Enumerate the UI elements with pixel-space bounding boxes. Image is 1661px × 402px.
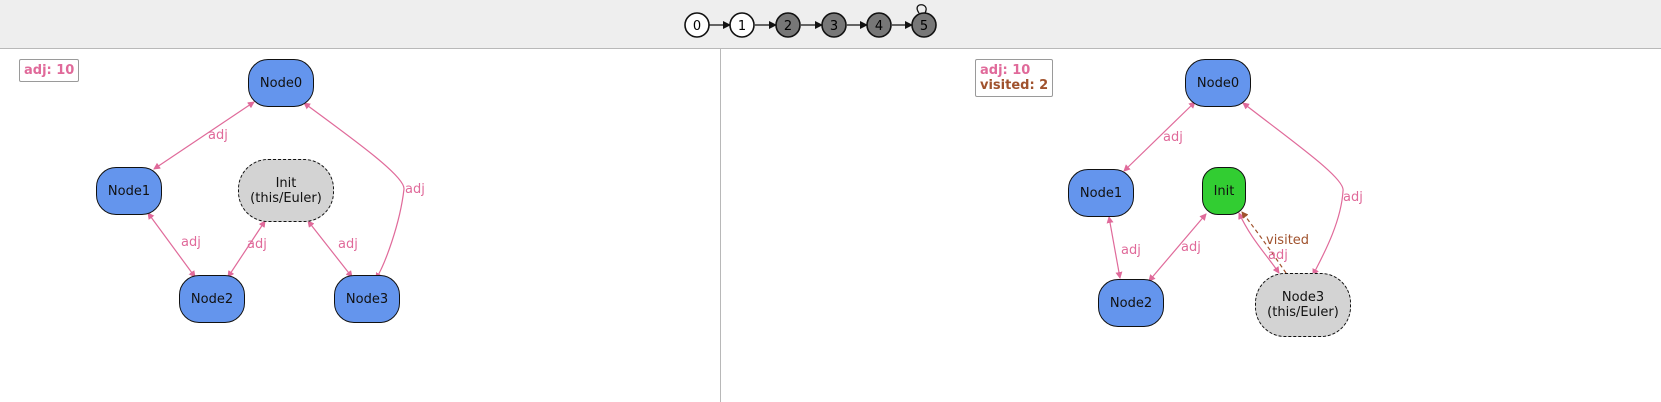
edge-init-node3 (1238, 212, 1280, 274)
right-node3[interactable]: Node3 (this/Euler) (1255, 273, 1351, 337)
left-graph-panel: adj adj adj adj adj adj: 10 Node0 Node1 … (0, 49, 720, 402)
edge-label-node0-node1: adj (208, 128, 228, 143)
edge-label-init-node2: adj (1181, 240, 1201, 255)
left-node3[interactable]: Node3 (334, 275, 400, 323)
timeline-step-3[interactable]: 3 (821, 12, 847, 38)
left-node0[interactable]: Node0 (248, 59, 314, 107)
edge-node0-node3 (1242, 102, 1344, 276)
panel-divider (720, 49, 721, 402)
right-node3-label: Node3 (this/Euler) (1267, 290, 1339, 320)
right-legend-visited: visited: 2 (980, 78, 1049, 93)
edge-label-node1-node2: adj (1121, 243, 1141, 258)
timeline-step-1[interactable]: 1 (729, 12, 755, 38)
left-node2-label: Node2 (190, 291, 234, 307)
edge-label-node0-node3: adj (405, 182, 425, 197)
timeline-step-1-label: 1 (738, 19, 746, 34)
edge-node1-node2 (147, 212, 196, 278)
self-loop-icon (916, 4, 927, 14)
right-node2[interactable]: Node2 (1098, 279, 1164, 327)
edge-node0-node3 (303, 102, 405, 280)
edge-init-node2 (227, 220, 266, 278)
timeline-step-4-label: 4 (875, 19, 883, 34)
right-init-label: Init (1213, 183, 1235, 199)
right-legend: adj: 10 visited: 2 (975, 59, 1054, 97)
left-node1-label: Node1 (107, 183, 151, 199)
right-init-node[interactable]: Init (1202, 167, 1246, 215)
timeline-step-5[interactable]: 5 (911, 4, 937, 38)
right-node0-label: Node0 (1196, 75, 1240, 91)
right-node1[interactable]: Node1 (1068, 169, 1134, 217)
right-node1-label: Node1 (1079, 185, 1123, 201)
edge-init-node3 (307, 220, 353, 278)
right-node0[interactable]: Node0 (1185, 59, 1251, 107)
timeline: 0 1 2 3 4 5 (684, 4, 937, 38)
edge-label-node1-node2: adj (181, 235, 201, 250)
timeline-step-0-label: 0 (693, 19, 701, 34)
left-legend-adj: adj: 10 (24, 63, 75, 78)
left-node1[interactable]: Node1 (96, 167, 162, 215)
right-node2-label: Node2 (1109, 295, 1153, 311)
edge-label-init-node2: adj (247, 237, 267, 252)
edge-label-node3-init-visited: visited (1266, 233, 1309, 248)
timeline-step-0[interactable]: 0 (684, 12, 710, 38)
timeline-bar: 0 1 2 3 4 5 (0, 0, 1661, 49)
left-init-node[interactable]: Init (this/Euler) (238, 159, 334, 222)
edge-label-node0-node3: adj (1343, 190, 1363, 205)
left-edges: adj adj adj adj adj (147, 101, 425, 280)
edge-label-init-node3: adj (1268, 248, 1288, 263)
timeline-step-2[interactable]: 2 (775, 12, 801, 38)
left-node0-label: Node0 (259, 75, 303, 91)
edge-node1-node2 (1106, 216, 1123, 279)
right-edges: adj adj adj adj adj visited (1106, 101, 1363, 282)
left-node3-label: Node3 (345, 291, 389, 307)
left-legend: adj: 10 (19, 59, 80, 82)
edge-node0-node1 (1123, 101, 1196, 172)
edge-node0-node1 (153, 101, 255, 170)
timeline-step-4[interactable]: 4 (866, 12, 892, 38)
left-init-label: Init (this/Euler) (250, 175, 322, 206)
timeline-step-3-label: 3 (830, 19, 838, 34)
timeline-step-5-label: 5 (920, 19, 928, 34)
timeline-step-2-label: 2 (784, 19, 792, 34)
edge-node3-init-visited (1241, 211, 1287, 274)
right-graph-panel: adj adj adj adj adj visited adj: 10 visi… (721, 49, 1661, 402)
edge-label-init-node3: adj (338, 237, 358, 252)
edge-init-node2 (1148, 213, 1207, 282)
left-node2[interactable]: Node2 (179, 275, 245, 323)
edge-label-node0-node1: adj (1163, 130, 1183, 145)
right-legend-adj: adj: 10 (980, 63, 1031, 78)
